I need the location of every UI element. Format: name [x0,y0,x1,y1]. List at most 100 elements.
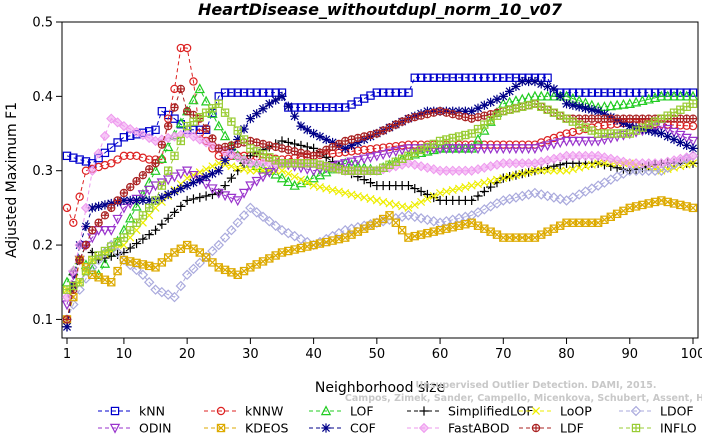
legend-item-ldof: LDOF [619,404,694,419]
point-cof-1 [62,322,72,332]
point-ldf-100 [688,114,698,123]
point-kdeos-15 [151,263,160,272]
point-loop-68 [486,177,495,186]
point-loop-72 [511,171,520,180]
legend-marker-ldof [630,405,642,417]
point-ldf-18 [170,103,179,112]
point-fastabod-14 [144,132,155,144]
point-fastabod-5 [87,165,98,176]
point-ldof-46 [346,223,357,234]
point-inflo-55 [404,151,413,161]
point-ldof-14 [143,276,155,288]
point-odin-26 [219,191,231,202]
point-inflo-8 [107,242,116,251]
point-knn-30 [246,88,255,97]
point-odin-100 [687,136,699,147]
point-lof-19 [175,117,187,128]
point-loop-20 [183,174,192,183]
point-ldof-28 [232,217,243,229]
point-inflo-69 [492,111,502,120]
point-loop-52 [385,199,394,208]
point-odin-17 [162,175,174,186]
point-kdeos-9 [113,266,122,276]
legend-item-simplifiedlof: SimplifiedLOF [407,404,534,419]
point-ldf-17 [163,121,173,131]
point-cof-21 [188,178,199,188]
point-kdeos-100 [688,203,698,213]
point-ldof-36 [283,227,294,239]
point-cof-63 [454,106,464,116]
point-loop-57 [417,197,426,206]
point-cof-66 [473,103,483,113]
point-knn-84 [587,88,597,97]
y-tick-label-0.5: 0.5 [32,16,53,31]
point-knnw-1 [62,203,72,213]
point-knn-40 [309,103,318,112]
x-tick-label-90: 90 [621,347,638,362]
point-knn-10 [119,133,129,142]
point-odin-49 [365,153,376,164]
point-kdeos-54 [397,225,407,235]
point-cof-67 [479,100,489,110]
point-inflo-15 [151,196,160,205]
legend-marker-inflo [631,423,641,433]
point-loop-59 [429,191,438,201]
point-odin-28 [232,196,243,207]
chart-title: HeartDisease_withoutdupl_norm_10_v07 [198,0,563,19]
point-odin-80 [561,136,572,147]
point-ldof-19 [175,280,187,292]
point-simplifiedlof-66 [473,191,483,201]
point-odin-53 [390,147,402,158]
point-cof-83 [580,103,591,113]
point-ldof-33 [264,216,275,227]
point-cof-98 [675,137,685,148]
point-cof-31 [252,109,262,119]
point-knn-88 [612,88,622,97]
point-ldf-7 [100,211,110,220]
point-knn-49 [366,91,375,100]
point-knn-64 [461,73,470,82]
point-loop-74 [524,168,533,177]
point-odin-19 [175,169,187,180]
point-cof-85 [593,106,603,116]
point-loop-64 [461,183,470,192]
point-odin-51 [377,150,389,161]
point-odin-14 [144,185,155,196]
point-simplifiedlof-17 [163,213,173,223]
point-cof-40 [309,128,319,139]
point-simplifiedlof-18 [169,207,180,217]
point-knn-41 [315,103,325,112]
point-odin-61 [441,144,452,155]
point-lof-97 [668,90,680,101]
point-loop-27 [227,162,236,171]
point-fastabod-10 [118,120,130,132]
point-fastabod-4 [80,202,92,213]
point-knn-50 [372,88,382,97]
point-ldf-3 [75,255,84,265]
point-knn-63 [454,73,464,82]
point-odin-31 [251,176,262,187]
series-ldf [62,84,698,324]
point-lof-25 [213,120,224,131]
legend-label-cof: COF [350,421,376,434]
point-loop-63 [455,184,464,193]
point-fastabod-7 [99,130,111,142]
point-ldf-19 [176,84,186,94]
point-fastabod-8 [106,113,117,124]
point-knn-83 [581,88,590,97]
point-cof-38 [296,121,306,131]
point-ldof-75 [529,187,541,199]
point-inflo-24 [208,104,217,113]
point-loop-97 [670,163,679,172]
point-ldf-24 [208,134,217,143]
point-fastabod-9 [112,117,123,128]
point-cof-95 [656,128,666,139]
point-knn-51 [378,88,388,97]
point-odin-63 [453,144,465,155]
point-simplifiedlof-48 [359,175,369,185]
point-ldf-38 [296,148,306,158]
point-odin-82 [573,136,585,147]
point-cof-81 [568,100,578,110]
point-lof-67 [479,124,490,135]
point-loop-60 [436,188,445,198]
